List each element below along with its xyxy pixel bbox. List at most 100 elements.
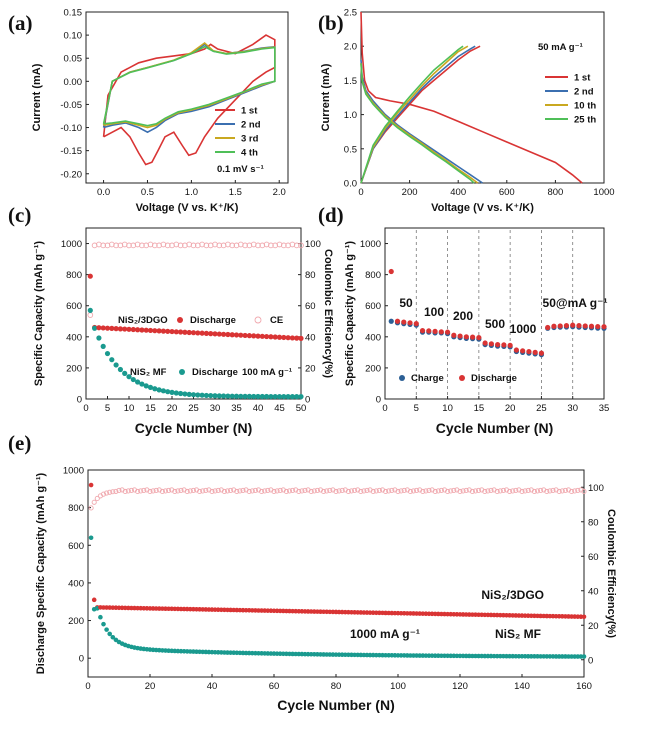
e-ce-point	[451, 487, 457, 493]
e-y2tick-label: 0	[588, 655, 593, 666]
b-ytick-label: 2.0	[344, 42, 357, 53]
c-ce-point	[151, 242, 158, 249]
d-discharge-point	[476, 334, 482, 341]
d-xlabel: Cycle Number (N)	[436, 420, 553, 436]
d-rate-label: 500	[485, 317, 505, 331]
d-discharge-point	[463, 334, 469, 340]
e-ce-point	[386, 488, 392, 494]
e-ce-point	[321, 488, 327, 495]
b-xtick-label: 200	[402, 187, 418, 198]
d-rate-label: 200	[453, 309, 473, 323]
e-ce-point	[507, 488, 513, 495]
e-ce-point	[147, 488, 153, 495]
e-ce-point	[296, 488, 302, 495]
e-label-mf: NiS₂ MF	[495, 627, 541, 641]
e-ce-point	[262, 488, 268, 494]
d-charge-point	[388, 318, 394, 324]
e-ce-point	[286, 488, 293, 494]
d-discharge-point	[432, 328, 438, 334]
c-legend-sample-2: NiS₂ MF	[130, 367, 167, 378]
e-ce-point	[534, 488, 541, 494]
c-legend-marker-ce	[254, 316, 262, 324]
e-ytick-label: 0	[79, 654, 84, 665]
a-ytick-label: 0.05	[64, 54, 83, 65]
c-mf-discharge-point	[208, 392, 214, 399]
d-discharge-point	[457, 333, 463, 339]
c-ce-point	[100, 242, 107, 249]
d-xtick-label: 15	[474, 403, 485, 414]
e-ce-point	[460, 488, 466, 494]
e-ce-point	[550, 487, 556, 493]
c-discharge-point	[104, 325, 111, 331]
e-mf-point	[88, 535, 94, 541]
a-ytick-label: 0.15	[64, 8, 83, 19]
b-ytick-label: 2.5	[344, 8, 357, 19]
c-y2tick-label: 40	[305, 332, 316, 343]
c-ce-point	[177, 242, 184, 249]
a-xlabel: Voltage (V vs. K⁺/K)	[136, 202, 239, 214]
panel-b-label: (b)	[318, 11, 344, 35]
e-ce-point	[128, 487, 134, 493]
b-legend-label: 2 nd	[574, 87, 594, 98]
c-ytick-label: 200	[66, 363, 82, 374]
d-xtick-label: 20	[505, 403, 516, 414]
c-mf-discharge-point	[298, 394, 304, 400]
c-ce-point	[126, 242, 132, 249]
e-ce-point	[113, 488, 119, 494]
c-mf-discharge-point	[126, 374, 132, 380]
e-ce-point	[469, 488, 475, 495]
c-mf-discharge-point	[117, 366, 123, 373]
e-ce-point	[463, 487, 469, 493]
e-y2tick-label: 20	[588, 621, 599, 632]
e-ce-point	[432, 488, 438, 495]
b-ytick-label: 0.0	[344, 179, 357, 190]
c-discharge-point	[135, 327, 141, 333]
c-discharge-point	[221, 331, 227, 337]
c-discharge-point	[126, 326, 132, 332]
c-ylabel: Specific Capacity (mAh g⁻¹)	[33, 241, 45, 387]
c-discharge-point	[156, 328, 162, 334]
c-y2tick-label: 80	[305, 270, 316, 281]
d-legend-marker-discharge	[459, 375, 465, 381]
c-ce-point	[216, 242, 223, 249]
c-mf-discharge-point	[242, 393, 248, 399]
e-xtick-label: 60	[269, 681, 280, 692]
e-ce-point	[500, 487, 506, 493]
d-discharge-point	[563, 323, 570, 329]
d-discharge-point	[551, 323, 557, 329]
e-ce-point	[414, 487, 420, 493]
e-xtick-label: 120	[452, 681, 468, 692]
c-discharge-point	[143, 327, 149, 333]
e-ce-point	[494, 488, 500, 495]
c-ytick-label: 800	[66, 270, 82, 281]
c-mf-discharge-point	[285, 394, 291, 400]
d-rate-label: 100	[424, 305, 444, 319]
e-ce-point	[184, 488, 190, 495]
d-discharge-point	[601, 324, 607, 330]
e-mf-point	[107, 631, 112, 637]
c-ytick-label: 600	[66, 301, 82, 312]
e-ce-point	[308, 488, 314, 495]
e-ce-point	[426, 487, 432, 493]
c-y2tick-label: 0	[305, 395, 310, 406]
e-y2tick-label: 40	[588, 586, 599, 597]
a-ytick-label: 0.00	[64, 77, 83, 88]
c-discharge-point	[238, 332, 244, 338]
e-ce-point	[352, 487, 358, 493]
c-legend-marker-mf	[179, 369, 185, 375]
e-ce-point	[572, 488, 578, 494]
c-discharge-point	[251, 333, 257, 339]
e-ce-point	[448, 488, 454, 494]
e-3dgo-point	[581, 614, 587, 620]
panel-c-label: (c)	[8, 203, 31, 227]
e-ce-point	[314, 487, 320, 493]
c-xtick-label: 25	[188, 403, 199, 414]
d-xtick-label: 25	[536, 403, 547, 414]
c-discharge-point	[272, 334, 278, 340]
c-discharge-point	[289, 335, 295, 341]
e-xtick-label: 160	[576, 681, 592, 692]
c-mf-discharge-point	[186, 391, 192, 397]
c-mf-discharge-point	[190, 392, 197, 398]
d-discharge-point	[438, 329, 444, 335]
d-ytick-label: 1000	[360, 239, 381, 250]
